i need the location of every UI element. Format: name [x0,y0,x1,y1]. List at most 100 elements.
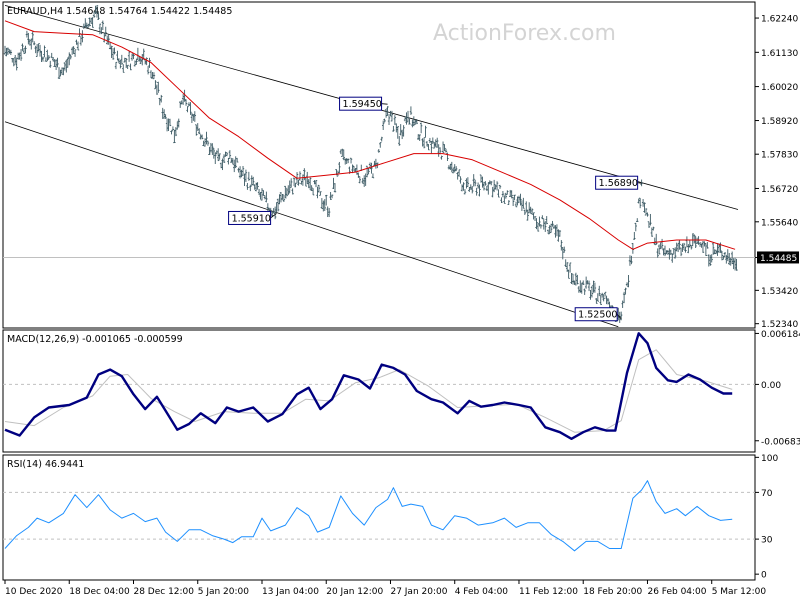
price-bar [701,240,705,253]
price-bar [700,243,703,248]
annotation-label: 1.52500 [578,310,617,321]
price-bar [434,139,437,148]
price-bar [135,58,138,65]
price-bar [98,23,102,35]
price-bar [260,188,264,201]
price-bar [186,106,189,113]
price-bar [527,202,531,214]
price-bar [379,142,382,148]
price-bar [129,63,132,71]
price-bar [633,231,636,240]
price-bar [338,161,341,174]
price-bar [468,187,471,192]
price-bar [628,255,632,266]
rsi-y-tick-label: 0 [761,571,767,581]
price-bar [386,106,389,116]
price-bar [408,118,411,125]
price-bar [678,239,681,250]
price-bar [479,174,483,183]
price-bar [443,144,446,151]
price-bar [389,110,392,117]
price-bar [440,155,443,160]
price-bar [441,141,445,153]
price-bar [68,52,71,66]
price-bar [414,120,417,125]
price-bar [111,48,115,60]
price-bar [485,185,489,191]
price-frame [2,1,756,329]
price-bar [568,262,572,273]
price-bar [316,186,319,199]
price-bar [35,44,39,57]
price-bar [533,216,537,221]
price-bar [193,111,197,122]
price-y-tick-label: 1.52340 [761,320,798,330]
price-bar [65,59,68,73]
price-bar [555,224,559,237]
price-bar [402,125,405,137]
price-bar [92,11,96,18]
x-tick-label: 27 Jan 20:00 [390,587,447,597]
price-bar [523,209,527,215]
price-bar [427,144,430,151]
price-bar [595,298,598,304]
price-bar [544,221,547,232]
price-bar [195,124,198,136]
annotation-label: 1.55910 [232,213,271,224]
price-bar [415,119,418,125]
price-bar [225,152,229,157]
annotation-label: 1.59450 [343,99,382,110]
price-bar [362,175,366,187]
price-bar [254,182,258,192]
price-bar [428,137,432,144]
price-bar [459,176,462,184]
price-bar [9,49,13,55]
price-bar [723,252,727,257]
price-bar [333,183,337,193]
price-bar [336,170,340,177]
price-bar [60,67,64,75]
price-bar [199,134,202,140]
price-bar [252,176,255,186]
price-bar [503,195,506,204]
price-bar [276,198,280,212]
price-bar [469,184,472,190]
price-bar [551,220,554,227]
price-bar [567,269,570,279]
price-bar [327,207,331,218]
annotation-box [339,96,383,111]
macd-title: MACD(12,26,9) -0.001065 -0.000599 [7,334,183,345]
price-bar [669,249,673,255]
price-bar [145,57,148,66]
price-bar [630,255,633,265]
annotation-leader [381,103,388,105]
rsi-y-tick-label: 70 [761,489,773,499]
price-bar [446,152,449,162]
price-bar [349,157,353,164]
price-bar [257,188,261,196]
price-bar [155,84,159,95]
price-bar [513,194,516,201]
price-bar [447,165,451,170]
price-bar [722,255,725,260]
price-bar [291,188,294,195]
price-bar [104,26,107,37]
price-bar [507,200,510,206]
price-y-tick-label: 1.53420 [761,287,798,297]
price-bar [265,191,268,203]
price-bar [119,59,122,69]
price-bar [95,5,99,18]
price-bar [117,58,121,64]
price-bar [586,280,589,285]
price-bar [189,102,192,115]
price-bar [192,114,195,121]
price-bar [522,197,525,209]
price-bar [282,195,286,202]
price-bar [536,222,540,232]
price-bar [538,216,541,227]
price-bar [565,262,569,273]
price-bar [714,249,718,255]
rsi-frame [2,454,756,581]
price-bar [56,57,59,68]
